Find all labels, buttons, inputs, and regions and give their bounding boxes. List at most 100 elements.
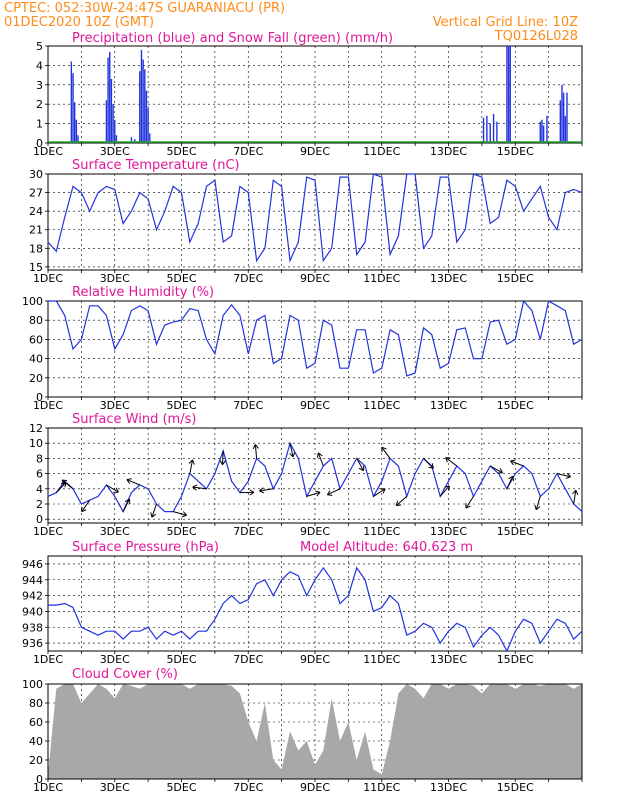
wind-arrow xyxy=(254,444,258,459)
wind-arrow xyxy=(356,458,364,471)
x-tick-label: 11DEC xyxy=(363,272,400,285)
x-tick-label: 11DEC xyxy=(363,399,400,412)
x-tick-label: 9DEC xyxy=(300,272,330,285)
panel-title-cloud: Cloud Cover (%) xyxy=(72,667,178,682)
x-tick-label: 15DEC xyxy=(497,399,534,412)
x-tick-label: 7DEC xyxy=(233,525,263,538)
x-tick-label: 13DEC xyxy=(430,272,467,285)
x-tick-label: 9DEC xyxy=(300,653,330,666)
x-tick-label: 5DEC xyxy=(166,781,196,794)
wind-arrow-head xyxy=(445,457,451,463)
precip-bar xyxy=(130,137,133,143)
wind-arrow xyxy=(381,446,391,459)
wind-arrow-head xyxy=(181,511,188,518)
y-tick-label: 21 xyxy=(29,224,43,237)
y-tick-label: 936 xyxy=(22,637,43,650)
precip-bar xyxy=(74,102,76,143)
y-tick-label: 938 xyxy=(22,621,43,634)
panel-title-precipitation: Precipitation (blue) and Snow Fall (gree… xyxy=(72,31,393,46)
x-tick-label: 3DEC xyxy=(100,399,130,412)
y-tick-label: 2 xyxy=(36,98,43,111)
wind-arrow-head xyxy=(358,465,365,472)
series-line-wind xyxy=(47,441,583,513)
y-tick-label: 24 xyxy=(29,205,43,218)
panel-cloud: 0 20 40 60 80 100 1DEC 3DEC 5DEC 7DEC 9DEC 11DEC 13D… xyxy=(22,678,583,794)
precip-bar xyxy=(492,113,495,143)
x-tick-label: 5DEC xyxy=(166,272,196,285)
panel-press: 936 938 940 942 944 946 1DEC 3DEC 5DEC 7DEC 9DEC 11… xyxy=(22,555,583,666)
x-tick-label: 5DEC xyxy=(166,399,196,412)
x-tick-label: 3DEC xyxy=(100,272,130,285)
x-tick-label: 5DEC xyxy=(166,653,196,666)
wind-arrow xyxy=(535,496,541,510)
y-tick-label: 80 xyxy=(29,314,43,327)
wind-arrow-head xyxy=(534,504,541,511)
precip-bar xyxy=(489,123,491,143)
panel-frame-top xyxy=(47,683,583,780)
y-tick-label: 6 xyxy=(36,468,43,481)
x-tick-label: 15DEC xyxy=(497,781,534,794)
wind-arrow xyxy=(556,473,571,478)
y-tick-label: 1 xyxy=(36,118,43,131)
y-tick-label: 944 xyxy=(22,574,43,587)
panel-rh: 0 20 40 60 80 100 1DEC 3DEC 5DEC 7DEC 9DEC 11DEC 13D… xyxy=(22,295,583,412)
wind-arrow xyxy=(189,459,194,474)
header-grid-line: Vertical Grid Line: 10Z xyxy=(433,15,578,30)
x-tick-label: 15DEC xyxy=(497,272,534,285)
wind-arrow xyxy=(423,458,434,469)
wind-arrow-head xyxy=(510,459,516,466)
panel-precip: 0 1 2 3 4 5 1DEC 3DEC 5DEC 7DEC 9DEC 11DEC 13DEC 15DE… xyxy=(33,40,583,158)
wind-arrow xyxy=(126,479,140,486)
wind-arrow xyxy=(506,475,514,490)
precip-bar xyxy=(564,115,567,143)
wind-arrow xyxy=(151,503,157,518)
x-tick-label: 7DEC xyxy=(233,272,263,285)
y-tick-label: 27 xyxy=(29,187,43,200)
precip-bar xyxy=(561,84,563,143)
y-tick-label: 40 xyxy=(29,353,43,366)
precip-bar xyxy=(114,119,116,143)
wind-arrow xyxy=(327,488,341,496)
wind-arrow-head xyxy=(465,503,471,509)
precip-bar xyxy=(559,100,562,143)
wind-arrow-head xyxy=(113,487,119,493)
y-tick-label: 5 xyxy=(36,40,43,53)
panel-temp: 15 18 21 24 27 30 1DEC 3DEC 5DEC 7DEC 9DEC 11DEC 13D… xyxy=(29,168,583,285)
wind-arrow xyxy=(192,486,207,490)
x-tick-label: 7DEC xyxy=(233,145,263,158)
precip-bar xyxy=(506,46,508,143)
wind-arrow-head xyxy=(124,498,131,505)
precip-bar xyxy=(107,57,109,143)
wind-arrow-head xyxy=(381,446,387,453)
wind-arrow xyxy=(573,490,577,505)
x-tick-label: 13DEC xyxy=(430,145,467,158)
panel-subtitle-altitude: Model Altitude: 640.623 m xyxy=(300,540,473,555)
y-tick-label: 60 xyxy=(29,716,43,729)
wind-arrow xyxy=(445,457,458,467)
cloud-cover-area xyxy=(48,684,582,779)
y-tick-label: 15 xyxy=(29,261,43,274)
wind-arrow-head xyxy=(252,444,259,450)
wind-arrow-head xyxy=(249,489,255,496)
wind-arrow-head xyxy=(380,488,386,494)
y-tick-label: 4 xyxy=(36,59,43,72)
precip-bar xyxy=(77,135,79,143)
panel-title-pressure: Surface Pressure (hPa) xyxy=(72,540,219,555)
wind-arrow-head xyxy=(395,500,402,507)
panel-title-humidity: Relative Humidity (%) xyxy=(72,285,214,300)
wind-arrow-head xyxy=(150,512,157,518)
precip-bar xyxy=(134,139,136,143)
y-tick-label: 0 xyxy=(36,137,43,150)
wind-arrow-head xyxy=(572,489,579,495)
x-tick-label: 13DEC xyxy=(430,399,467,412)
precip-bar xyxy=(110,78,113,143)
x-tick-label: 9DEC xyxy=(300,781,330,794)
y-tick-label: 8 xyxy=(36,452,43,465)
header-date: 01DEC2020 10Z (GMT) xyxy=(4,15,154,30)
precip-bar xyxy=(105,100,108,143)
precip-bar xyxy=(542,125,545,143)
wind-arrow xyxy=(489,465,503,474)
x-tick-label: 1DEC xyxy=(33,272,63,285)
x-tick-label: 3DEC xyxy=(100,145,130,158)
wind-arrow-head xyxy=(326,490,333,496)
